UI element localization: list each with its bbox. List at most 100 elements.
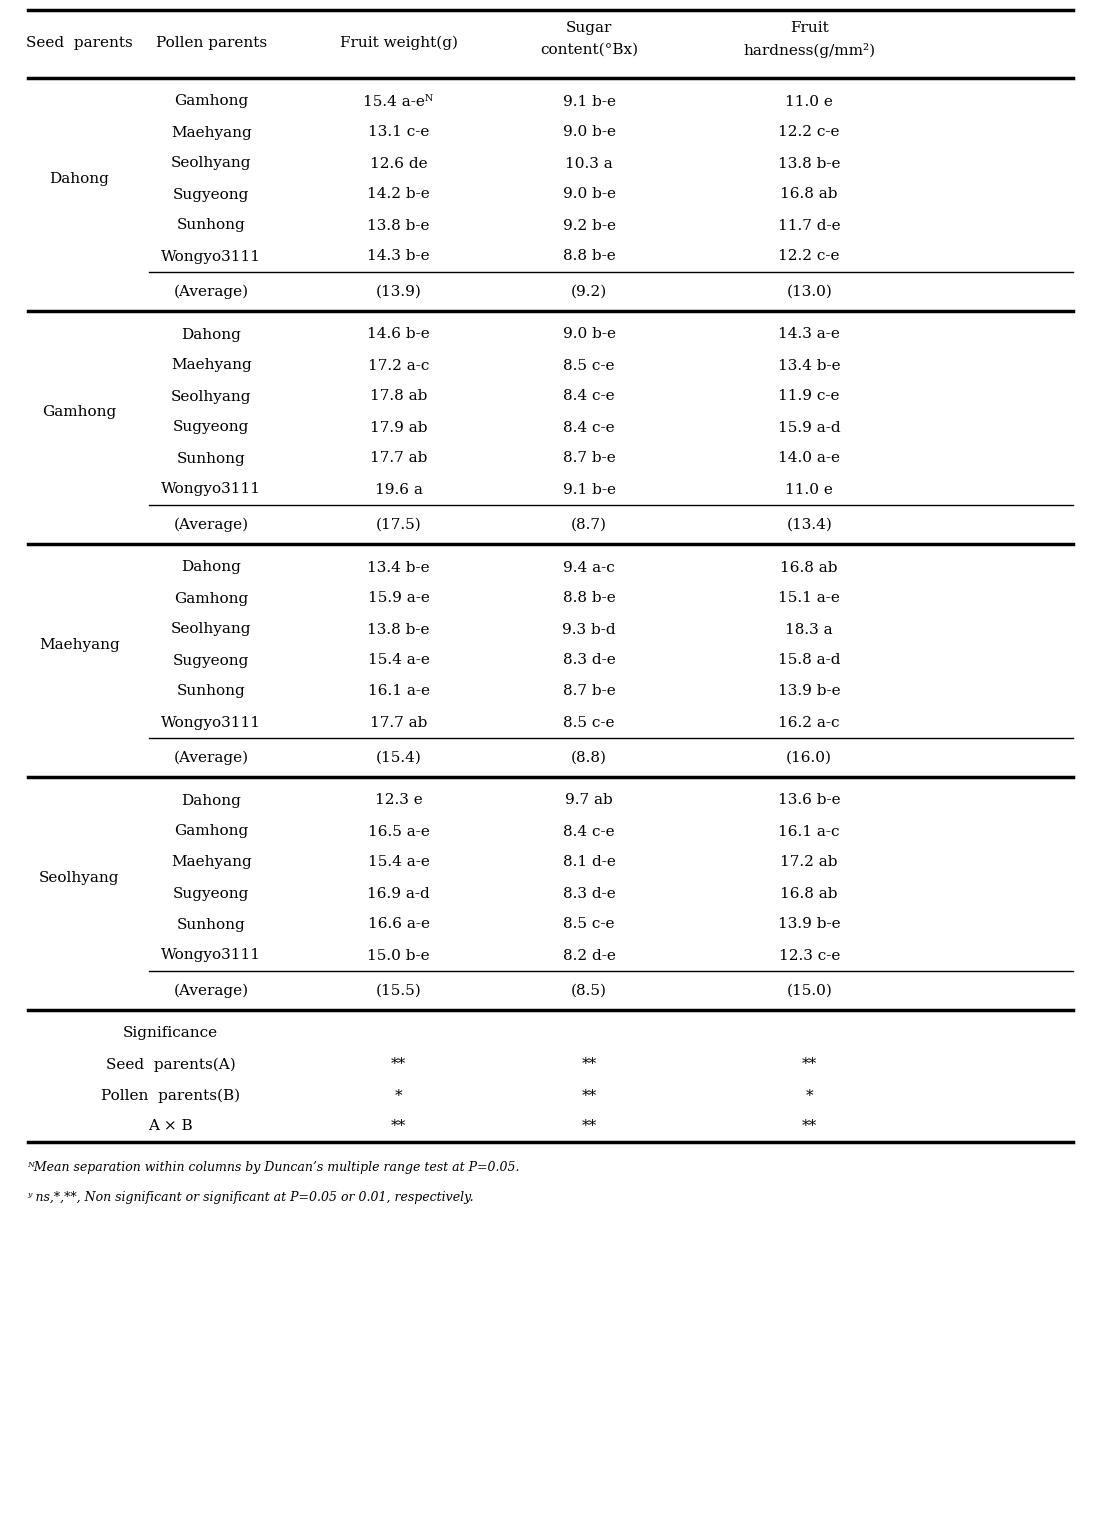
Text: 12.2 c-e: 12.2 c-e (778, 250, 840, 264)
Text: (13.4): (13.4) (786, 518, 832, 532)
Text: 8.4 c-e: 8.4 c-e (564, 824, 614, 838)
Text: 15.8 a-d: 15.8 a-d (778, 653, 840, 668)
Text: **: ** (802, 1120, 817, 1133)
Text: 13.9 b-e: 13.9 b-e (778, 685, 840, 698)
Text: Gamhong: Gamhong (174, 591, 249, 606)
Text: (13.0): (13.0) (786, 285, 832, 298)
Text: 14.0 a-e: 14.0 a-e (778, 451, 840, 465)
Text: 15.9 a-d: 15.9 a-d (778, 421, 840, 435)
Text: 16.8 ab: 16.8 ab (781, 188, 838, 201)
Text: Sugyeong: Sugyeong (173, 653, 250, 668)
Text: 8.4 c-e: 8.4 c-e (564, 389, 614, 403)
Text: Seolhyang: Seolhyang (171, 623, 252, 636)
Text: 18.3 a: 18.3 a (785, 623, 833, 636)
Text: 9.4 a-c: 9.4 a-c (563, 561, 615, 574)
Text: 19.6 a: 19.6 a (374, 482, 423, 497)
Text: Dahong: Dahong (182, 327, 241, 341)
Text: 15.4 a-e: 15.4 a-e (368, 856, 429, 870)
Text: 8.5 c-e: 8.5 c-e (564, 918, 614, 932)
Text: Dahong: Dahong (182, 794, 241, 807)
Text: 13.4 b-e: 13.4 b-e (368, 561, 429, 574)
Text: Wongyo3111: Wongyo3111 (162, 482, 261, 497)
Text: 11.7 d-e: 11.7 d-e (778, 218, 840, 232)
Text: Maehyang: Maehyang (39, 638, 120, 651)
Text: hardness(g/mm²): hardness(g/mm²) (743, 42, 875, 58)
Text: Seed  parents(A): Seed parents(A) (106, 1057, 236, 1071)
Text: (Average): (Average) (174, 983, 249, 998)
Text: Sugyeong: Sugyeong (173, 421, 250, 435)
Text: Sugyeong: Sugyeong (173, 886, 250, 900)
Text: *: * (395, 1088, 402, 1103)
Text: 17.7 ab: 17.7 ab (370, 715, 427, 730)
Text: 16.1 a-e: 16.1 a-e (368, 685, 429, 698)
Text: 9.0 b-e: 9.0 b-e (563, 188, 615, 201)
Text: content(°Bx): content(°Bx) (539, 42, 639, 58)
Text: 13.1 c-e: 13.1 c-e (368, 126, 429, 139)
Text: Pollen  parents(B): Pollen parents(B) (101, 1088, 240, 1103)
Text: 8.8 b-e: 8.8 b-e (563, 250, 615, 264)
Text: Sunhong: Sunhong (177, 685, 246, 698)
Text: 16.2 a-c: 16.2 a-c (778, 715, 840, 730)
Text: Fruit weight(g): Fruit weight(g) (339, 36, 458, 50)
Text: 9.7 ab: 9.7 ab (565, 794, 613, 807)
Text: 11.9 c-e: 11.9 c-e (778, 389, 840, 403)
Text: (8.8): (8.8) (571, 750, 607, 765)
Text: Sugyeong: Sugyeong (173, 188, 250, 201)
Text: 15.4 a-eᴺ: 15.4 a-eᴺ (363, 94, 434, 109)
Text: Dahong: Dahong (182, 561, 241, 574)
Text: 9.0 b-e: 9.0 b-e (563, 327, 615, 341)
Text: (13.9): (13.9) (375, 285, 422, 298)
Text: Maehyang: Maehyang (171, 126, 252, 139)
Text: Dahong: Dahong (50, 173, 109, 186)
Text: Wongyo3111: Wongyo3111 (162, 250, 261, 264)
Text: Maehyang: Maehyang (171, 856, 252, 870)
Text: 13.6 b-e: 13.6 b-e (778, 794, 840, 807)
Text: ᴺMean separation within columns by Duncan’s multiple range test at P=0.05.: ᴺMean separation within columns by Dunca… (28, 1162, 520, 1174)
Text: **: ** (581, 1088, 597, 1103)
Text: Seed  parents: Seed parents (26, 36, 132, 50)
Text: Gamhong: Gamhong (174, 94, 249, 109)
Text: 9.2 b-e: 9.2 b-e (563, 218, 615, 232)
Text: 8.1 d-e: 8.1 d-e (563, 856, 615, 870)
Text: A × B: A × B (149, 1120, 193, 1133)
Text: 13.8 b-e: 13.8 b-e (368, 218, 429, 232)
Text: 12.2 c-e: 12.2 c-e (778, 126, 840, 139)
Text: 12.3 e: 12.3 e (374, 794, 423, 807)
Text: 14.3 b-e: 14.3 b-e (368, 250, 429, 264)
Text: 15.0 b-e: 15.0 b-e (368, 948, 429, 962)
Text: ʸ ns,*,**, Non significant or significant at P=0.05 or 0.01, respectively.: ʸ ns,*,**, Non significant or significan… (28, 1191, 475, 1204)
Text: Sunhong: Sunhong (177, 218, 246, 232)
Text: Gamhong: Gamhong (174, 824, 249, 838)
Text: *: * (806, 1088, 813, 1103)
Text: (Average): (Average) (174, 285, 249, 298)
Text: 16.8 ab: 16.8 ab (781, 561, 838, 574)
Text: Sunhong: Sunhong (177, 918, 246, 932)
Text: Seolhyang: Seolhyang (171, 389, 252, 403)
Text: **: ** (802, 1057, 817, 1071)
Text: Sunhong: Sunhong (177, 451, 246, 465)
Text: 11.0 e: 11.0 e (785, 94, 833, 109)
Text: 9.3 b-d: 9.3 b-d (563, 623, 615, 636)
Text: **: ** (391, 1057, 406, 1071)
Text: Wongyo3111: Wongyo3111 (162, 715, 261, 730)
Text: 13.4 b-e: 13.4 b-e (778, 359, 840, 373)
Text: 12.3 c-e: 12.3 c-e (778, 948, 840, 962)
Text: 17.7 ab: 17.7 ab (370, 451, 427, 465)
Text: 16.5 a-e: 16.5 a-e (368, 824, 429, 838)
Text: 17.8 ab: 17.8 ab (370, 389, 427, 403)
Text: 17.2 a-c: 17.2 a-c (368, 359, 429, 373)
Text: **: ** (391, 1120, 406, 1133)
Text: 17.2 ab: 17.2 ab (781, 856, 838, 870)
Text: 8.7 b-e: 8.7 b-e (563, 451, 615, 465)
Text: 9.1 b-e: 9.1 b-e (563, 482, 615, 497)
Text: Fruit: Fruit (789, 21, 829, 35)
Text: 8.2 d-e: 8.2 d-e (563, 948, 615, 962)
Text: 16.8 ab: 16.8 ab (781, 886, 838, 900)
Text: (16.0): (16.0) (786, 750, 832, 765)
Text: 16.1 a-c: 16.1 a-c (778, 824, 840, 838)
Text: (8.5): (8.5) (571, 983, 607, 997)
Text: (15.4): (15.4) (375, 750, 422, 765)
Text: 16.9 a-d: 16.9 a-d (368, 886, 429, 900)
Text: (15.0): (15.0) (786, 983, 832, 997)
Text: Gamhong: Gamhong (42, 405, 117, 420)
